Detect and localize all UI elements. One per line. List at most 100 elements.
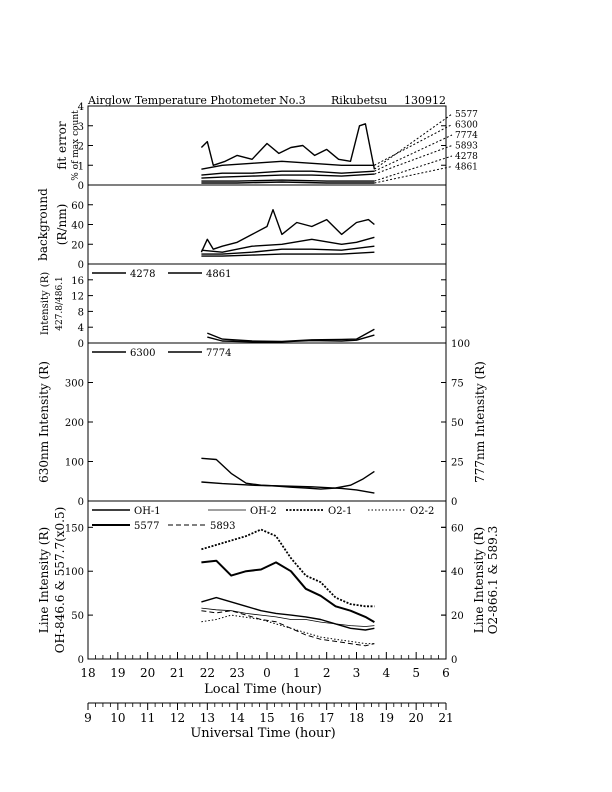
- ut-tick-label: 16: [289, 711, 304, 725]
- local-time-label: Local Time (hour): [204, 682, 322, 697]
- y-right-tick-label: 25: [451, 458, 464, 469]
- callout-leader-4861: [374, 166, 453, 184]
- series-5893-line: [201, 173, 375, 179]
- lt-tick-label: 20: [140, 666, 155, 680]
- lt-tick-label: 0: [263, 666, 271, 680]
- y-axis-label-2: 427.8/486.1: [55, 276, 65, 331]
- series-5577-line: [201, 559, 375, 623]
- callout-label-6300: 6300: [455, 121, 478, 131]
- y-tick-label: 0: [78, 181, 84, 192]
- series-6300-line: [201, 160, 375, 170]
- legend-label-5893: 5893: [210, 521, 235, 532]
- panel-fit-error-frame: [87, 105, 447, 186]
- ut-tick-label: 14: [230, 711, 246, 725]
- y-axis-label: 630nm Intensity (R): [37, 361, 51, 483]
- ut-tick-label: 18: [349, 711, 364, 725]
- series-5893-line: [201, 251, 375, 257]
- lt-tick-label: 23: [230, 666, 245, 680]
- y-tick-label: 1: [78, 161, 84, 172]
- legend-label-4278: 4278: [130, 269, 155, 280]
- y-tick-label: 200: [65, 418, 84, 429]
- y-tick-label: 20: [71, 240, 84, 251]
- y-right-axis-label: 777nm Intensity (R): [473, 361, 487, 483]
- legend-label-4861: 4861: [206, 269, 231, 280]
- title-instrument: Airglow Temperature Photometer No.3: [87, 94, 306, 107]
- legend-label-OH-2: OH-2: [250, 506, 277, 517]
- series-6300-line: [201, 236, 375, 253]
- lt-tick-label: 1: [293, 666, 301, 680]
- series-5893-line: [201, 610, 375, 647]
- lt-tick-label: 3: [353, 666, 361, 680]
- y-right-axis-label: Line Intensity (R): [472, 527, 486, 633]
- ut-tick-label: 21: [438, 711, 453, 725]
- ut-tick-label: 20: [409, 711, 424, 725]
- y-tick-label: 8: [78, 307, 84, 318]
- universal-time-axis: 9 10 11 12 13 14 15 16 17 18 19 20 21: [84, 703, 454, 725]
- y-right-tick-label: 50: [451, 418, 464, 429]
- legend-label-OH-1: OH-1: [134, 506, 161, 517]
- callout-leader-5577: [374, 113, 453, 170]
- y-axis-label: Intensity (R): [40, 272, 51, 335]
- title-date: 130912: [404, 94, 446, 107]
- callout-leader-7774: [374, 134, 453, 172]
- y-right-tick-label: 20: [451, 611, 464, 622]
- y-tick-label: 100: [65, 567, 84, 578]
- legend-label-O2-2: O2-2: [410, 506, 434, 517]
- series-5577-line: [200, 208, 375, 253]
- ut-tick-label: 15: [259, 711, 274, 725]
- lt-tick-label: 2: [323, 666, 331, 680]
- y-right-tick-label: 40: [451, 567, 464, 578]
- y-tick-label: 16: [71, 276, 84, 287]
- y-axis-label: background: [36, 188, 50, 261]
- y-right-tick-label: 100: [451, 339, 470, 350]
- ut-tick-label: 13: [200, 711, 215, 725]
- y-tick-label: 100: [65, 458, 84, 469]
- y-tick-label: 0: [78, 655, 84, 666]
- y-axis-label-2: % of max count: [71, 110, 81, 181]
- lt-tick-label: 18: [80, 666, 95, 680]
- series-7774-line: [201, 245, 375, 255]
- y-tick-label: 0: [78, 339, 84, 350]
- ut-tick-label: 12: [170, 711, 185, 725]
- series-5577-line: [200, 123, 376, 170]
- ut-tick-label: 19: [379, 711, 394, 725]
- callout-label-5577: 5577: [455, 110, 478, 120]
- figure-title: Airglow Temperature Photometer No.3 Riku…: [87, 94, 446, 107]
- universal-time-label: Universal Time (hour): [190, 726, 335, 741]
- y-axis-label: Line Intensity (R): [37, 527, 51, 633]
- ut-tick-label: 9: [84, 711, 92, 725]
- ut-tick-label: 10: [110, 711, 125, 725]
- y-tick-label: 150: [65, 523, 84, 534]
- series-7774-line: [201, 481, 375, 494]
- title-site: Rikubetsu: [331, 94, 387, 107]
- panel-630_777: 0 100 200 300 0 25 50 75 100 630nm Intensity (R) 7…: [37, 339, 487, 508]
- y-axis-label: fit error: [55, 121, 69, 169]
- series-4278-line: [207, 328, 375, 343]
- y-right-axis-label-2: O2-866.1 & 589.3: [486, 526, 500, 635]
- callout-label-7774: 7774: [455, 131, 478, 141]
- series-OH-1-line: [201, 596, 375, 631]
- y-tick-label: 4: [78, 323, 84, 334]
- panel-fit_error: 0 1 2 3 4 fit error% of max count 557763007774…: [55, 102, 478, 192]
- lt-tick-label: 5: [412, 666, 420, 680]
- y-right-tick-label: 60: [451, 523, 464, 534]
- series-O2-1-line: [201, 528, 375, 608]
- y-tick-label: 50: [71, 611, 84, 622]
- series-OH-2-line: [201, 607, 375, 627]
- y-axis-label-2: OH-846.6 & 557.7(x0.5): [53, 507, 67, 654]
- y-right-tick-label: 0: [451, 655, 457, 666]
- ut-tick-label: 11: [140, 711, 155, 725]
- series-6300-line: [201, 457, 375, 490]
- y-tick-label: 4: [78, 102, 84, 113]
- ut-tick-label: 17: [319, 711, 334, 725]
- y-tick-label: 40: [71, 221, 84, 232]
- series-7774-line: [201, 170, 375, 176]
- legend-label-5577: 5577: [134, 521, 159, 532]
- y-right-tick-label: 0: [451, 497, 457, 508]
- y-tick-label: 12: [71, 292, 84, 303]
- lt-tick-label: 4: [383, 666, 391, 680]
- callout-leader-5893: [374, 145, 453, 175]
